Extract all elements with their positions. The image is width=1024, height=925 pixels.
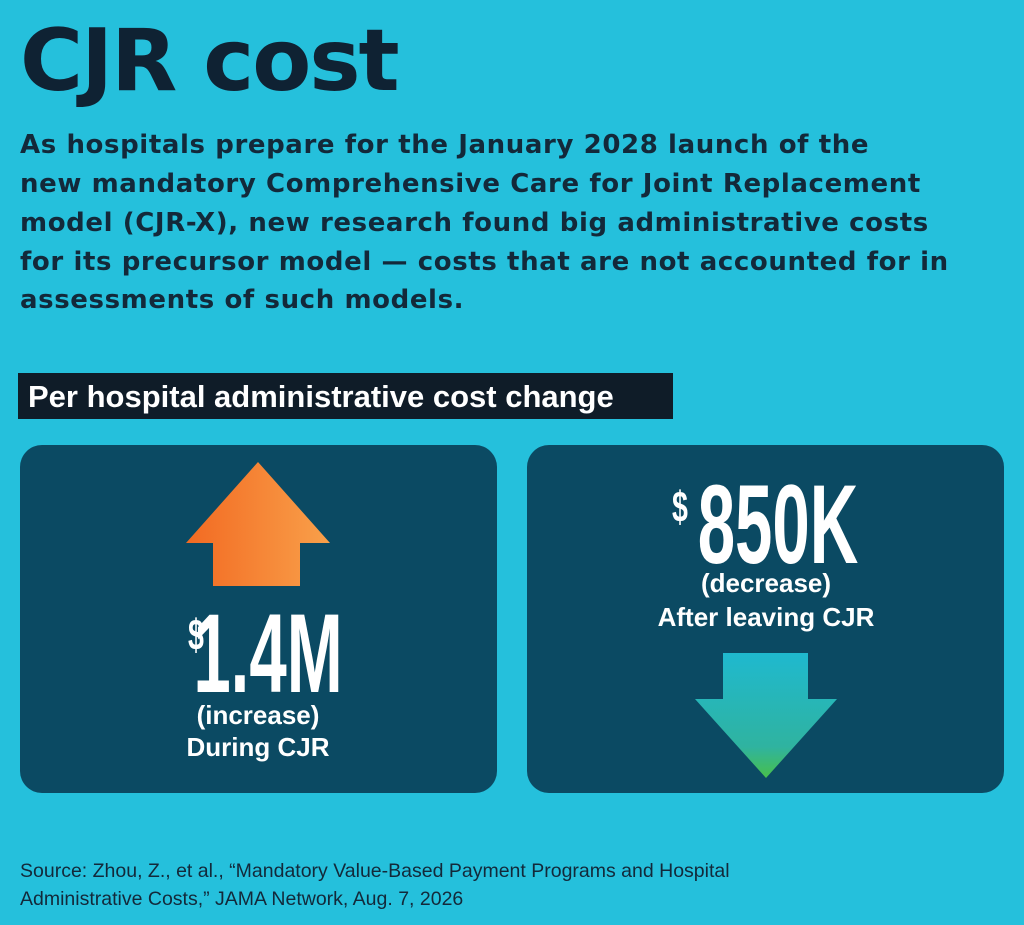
heading-box <box>18 373 673 419</box>
period: After leaving CJR <box>658 602 875 632</box>
intro-line: new mandatory Comprehensive Care for Joi… <box>20 169 921 199</box>
intro-line: for its precursor model — costs that are… <box>20 247 949 277</box>
section-heading: Per hospital administrative cost change <box>28 379 614 414</box>
change: (increase) <box>197 700 320 730</box>
source-line: Administrative Costs,” JAMA Network, Aug… <box>20 888 463 910</box>
intro-line: assessments of such models. <box>20 285 464 315</box>
intro-line: As hospitals prepare for the January 202… <box>20 130 869 160</box>
up-arrow <box>186 462 330 586</box>
title: CJR cost <box>20 11 399 111</box>
down-arrow <box>695 653 837 778</box>
intro-line: model (CJR-X), new research found big ad… <box>20 208 929 238</box>
period: During CJR <box>187 732 330 762</box>
amount: 1.4M <box>193 590 342 716</box>
card <box>20 445 497 793</box>
card <box>527 445 1004 793</box>
amount: 850K <box>698 461 859 587</box>
source-line: Source: Zhou, Z., et al., “Mandatory Val… <box>20 860 730 882</box>
change: (decrease) <box>701 568 831 598</box>
currency: $ <box>672 482 688 532</box>
currency: $ <box>188 610 204 660</box>
